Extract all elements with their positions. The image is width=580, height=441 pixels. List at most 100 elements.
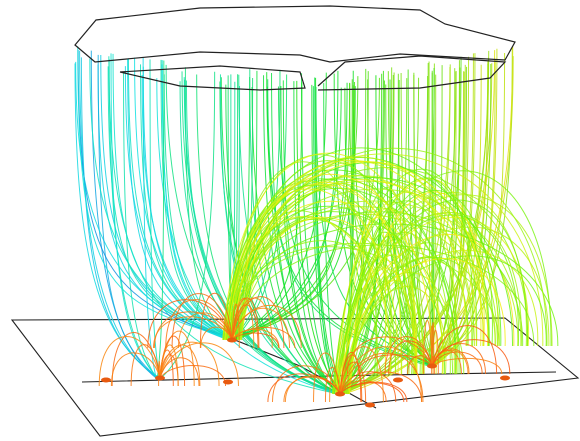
streamline	[89, 58, 234, 341]
ground-loop	[339, 351, 362, 403]
ground-loop	[147, 299, 233, 349]
streamline	[156, 60, 165, 379]
ground-loop	[199, 292, 233, 349]
ground-loop	[231, 303, 240, 349]
streamline	[339, 80, 400, 395]
ground-loop	[324, 366, 341, 403]
ground-loop	[231, 304, 302, 349]
field-loop	[225, 216, 391, 375]
streamline	[432, 53, 474, 367]
streamline	[341, 66, 451, 395]
streamline	[315, 86, 435, 367]
ground-loop	[130, 344, 161, 387]
field-loop	[230, 176, 513, 347]
foot-point	[155, 375, 165, 381]
ground-loop	[165, 299, 233, 349]
field-loop	[346, 199, 528, 395]
foot-point	[335, 391, 345, 397]
field-loop	[232, 211, 454, 375]
field-loop	[227, 159, 467, 347]
streamline	[160, 59, 236, 341]
streamline	[97, 54, 159, 379]
ground-loop	[357, 354, 433, 375]
field-loop	[343, 177, 478, 395]
field-loop	[229, 178, 425, 375]
foot-points	[101, 337, 510, 408]
streamline	[282, 80, 341, 395]
streamline	[142, 57, 234, 341]
streamline	[343, 64, 451, 395]
streamline	[112, 53, 233, 341]
field-loop	[334, 217, 402, 395]
field-loop	[336, 258, 506, 395]
foot-point	[427, 363, 437, 369]
ground-loop	[271, 365, 341, 403]
field-loop	[233, 173, 433, 375]
field-loop	[341, 178, 482, 395]
ground-loop	[231, 297, 273, 349]
streamline	[251, 86, 338, 395]
ground-loop	[231, 304, 259, 349]
streamline	[142, 66, 157, 379]
foot-point	[101, 377, 111, 383]
ground-loop	[231, 296, 285, 349]
ground-loop	[339, 371, 397, 403]
ground-loop	[159, 342, 239, 387]
field-loops	[222, 147, 559, 395]
ground-loop	[339, 346, 384, 403]
rim-inner-left	[119, 65, 306, 91]
streamline	[161, 64, 233, 341]
ground-loop	[431, 339, 511, 375]
ground-loop	[431, 357, 503, 375]
streamline	[233, 83, 351, 341]
ground-loop	[159, 341, 220, 387]
streamline	[232, 74, 288, 341]
streamline	[267, 79, 429, 367]
streamline	[230, 82, 348, 341]
ground-plane	[10, 317, 580, 437]
foot-point	[227, 337, 237, 343]
field-loop	[226, 178, 461, 375]
field-loop	[333, 256, 489, 395]
field-loop	[228, 205, 446, 375]
rim-top	[74, 5, 516, 63]
streamline	[296, 80, 344, 395]
field-loop	[224, 188, 399, 375]
ground-loop	[339, 346, 423, 403]
ground-loop	[431, 329, 439, 375]
field-loop	[337, 190, 493, 395]
streamline	[413, 72, 435, 367]
streamline	[77, 46, 235, 341]
streamline	[140, 64, 235, 341]
foot-point	[500, 375, 510, 381]
streamline	[127, 58, 233, 341]
streamline	[156, 78, 340, 395]
plane-outline	[10, 317, 580, 437]
streamline	[80, 57, 160, 379]
ground-loop	[171, 293, 233, 349]
field-loop	[227, 180, 396, 375]
ground-loop	[159, 344, 201, 387]
field-loop	[240, 183, 443, 375]
foot-point	[365, 402, 375, 408]
streamline	[196, 74, 337, 395]
ground-loop	[159, 344, 179, 387]
field-loop	[341, 249, 539, 395]
rim-inner-right	[317, 55, 507, 91]
streamline	[277, 86, 434, 367]
streamline	[232, 70, 339, 341]
streamline	[400, 72, 431, 367]
streamline	[266, 72, 343, 395]
field-loop	[225, 210, 378, 375]
streamline	[280, 86, 340, 395]
cylinder-rim	[74, 5, 516, 91]
streamline	[90, 50, 157, 379]
ground-loop	[110, 352, 161, 387]
ground-loop	[339, 380, 387, 403]
streamline	[110, 53, 158, 379]
field-loop	[332, 200, 459, 395]
field-loop	[336, 268, 415, 395]
ground-loop	[431, 322, 435, 375]
